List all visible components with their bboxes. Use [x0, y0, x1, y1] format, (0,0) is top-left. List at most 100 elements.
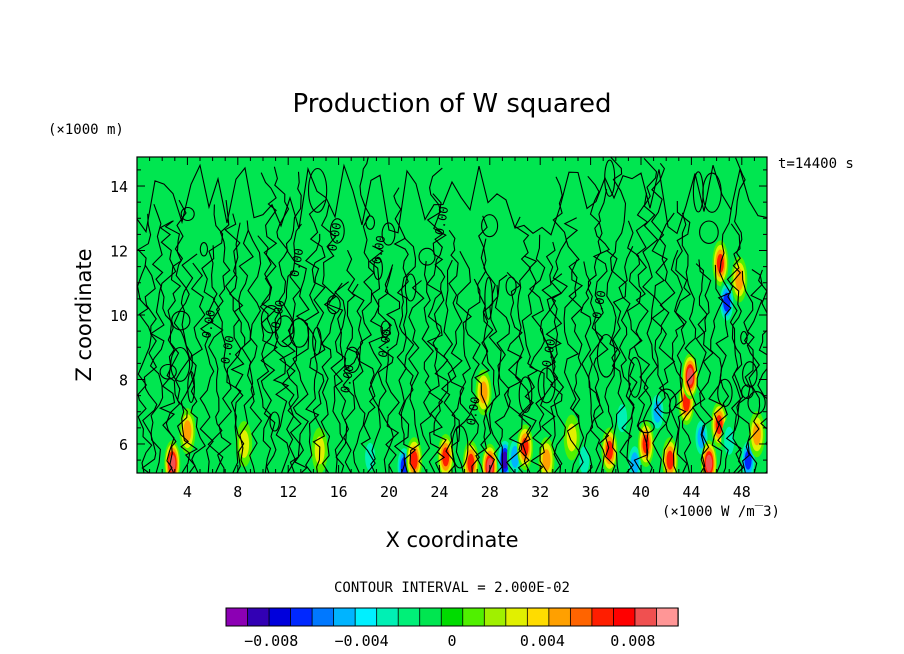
contour-loop [199, 242, 209, 257]
colorbar-swatch [419, 607, 442, 627]
contour-loop [699, 220, 719, 244]
contour-line [494, 274, 511, 473]
colorbar-swatch [440, 607, 464, 627]
contour-loop [159, 363, 177, 380]
colorbar-tick-label: −0.004 [335, 632, 389, 650]
contour-loop [171, 310, 191, 331]
contour-line [384, 267, 401, 473]
contour-labels: 0.000.000.000.000.000.000.00 0.000.000.00… [199, 205, 608, 426]
colorbar-swatch [225, 607, 249, 627]
contour-loop [451, 425, 469, 469]
contour-line [568, 259, 585, 473]
contour-line [610, 157, 627, 473]
contour-label: 0.00 [325, 221, 344, 252]
colorbar-swatch [505, 607, 529, 627]
contour-line [480, 238, 497, 473]
contour-loop [326, 295, 341, 315]
contour-line [224, 213, 242, 473]
contour-line [474, 215, 490, 473]
contour-line [587, 175, 604, 473]
colorbar-swatch [311, 607, 335, 627]
colorbar-swatch [397, 607, 421, 627]
x-axis: 4 8 12 16 20 24 28 32 36 40 44 48 [149, 157, 755, 501]
colorbar-tick-label: 0 [447, 632, 456, 650]
contour-line [238, 220, 255, 473]
anomaly-patch [475, 369, 492, 416]
x-tick-label: 12 [279, 483, 297, 501]
anomaly-band [542, 449, 551, 472]
y-unit-label: (×1000 m) [48, 122, 124, 138]
anomaly-patch [731, 256, 748, 303]
contour-loop [717, 378, 733, 408]
y-axis-label: Z coordinate [72, 248, 96, 381]
colorbar-tick-label: 0.008 [610, 632, 655, 650]
colorbar-swatch [526, 607, 550, 627]
anomaly-band [630, 452, 639, 473]
anomaly-band [501, 451, 509, 469]
x-tick-label: 20 [380, 483, 398, 501]
colorbar-swatch [569, 607, 593, 627]
contour-loop [742, 361, 758, 388]
contour-line [327, 282, 344, 473]
contour-line [658, 212, 676, 473]
contour-loop [740, 330, 748, 345]
contour-loop [344, 346, 361, 373]
contour-loop [373, 256, 383, 281]
contour-line [215, 200, 232, 473]
anomaly-band [735, 268, 744, 291]
contour-loop [404, 273, 417, 302]
contour-line [164, 220, 182, 473]
contour-loop [505, 276, 517, 296]
plot-area: 0.000.000.000.000.000.000.00 0.000.000.00… [136, 156, 768, 474]
x-tick-label: 32 [531, 483, 549, 501]
contour-loop [484, 277, 493, 320]
y-tick-label: 8 [119, 372, 128, 390]
colorbar-tick-label: 0.004 [520, 632, 565, 650]
colorbar-swatch [483, 607, 507, 627]
contour-loop [537, 367, 556, 404]
anomaly-band [653, 400, 662, 423]
anomaly-band [666, 450, 674, 470]
contour-line [563, 217, 581, 473]
contour-interval-label: CONTOUR INTERVAL = 2.000E-02 [334, 580, 570, 596]
contour-loop [628, 356, 642, 398]
contour-line [342, 249, 360, 473]
contour-line [408, 280, 425, 473]
anomaly-band [410, 450, 418, 470]
contour-label: 0.00 [269, 299, 288, 330]
contour-line [697, 259, 714, 473]
contour-line [393, 187, 410, 473]
contour-line [426, 167, 444, 473]
contour-line [580, 261, 594, 473]
contour-label: 0.00 [539, 338, 558, 369]
contour-line [642, 158, 659, 473]
contour-loop [481, 214, 499, 238]
x-tick-label: 48 [733, 483, 751, 501]
anomaly-band [183, 420, 192, 443]
contour-line [180, 253, 198, 473]
contour-envelope [137, 163, 767, 236]
contour-label: 0.00 [199, 309, 218, 340]
contour-line [432, 193, 449, 473]
colorbar-swatch [634, 607, 658, 627]
colorbar-frame [225, 607, 679, 627]
anomaly-band [705, 454, 713, 472]
anomaly-patch [748, 411, 765, 458]
colorbar-tick-label: −0.008 [244, 632, 298, 650]
contour-line [158, 220, 177, 473]
colorbar-swatch [268, 607, 292, 627]
contour-line [715, 208, 732, 473]
anomaly-patch [462, 440, 479, 473]
contour-line [551, 176, 568, 473]
contour-label: 0.00 [590, 289, 609, 320]
anomaly-band [744, 450, 752, 470]
contour-line [398, 237, 417, 473]
contour-label: 0.00 [432, 205, 451, 236]
y-tick-label: 14 [110, 178, 128, 196]
x-tick-label: 28 [481, 483, 499, 501]
contour-line [506, 272, 523, 473]
contour-line [521, 255, 538, 473]
contour-line [260, 172, 278, 473]
contour-loop [637, 420, 655, 434]
